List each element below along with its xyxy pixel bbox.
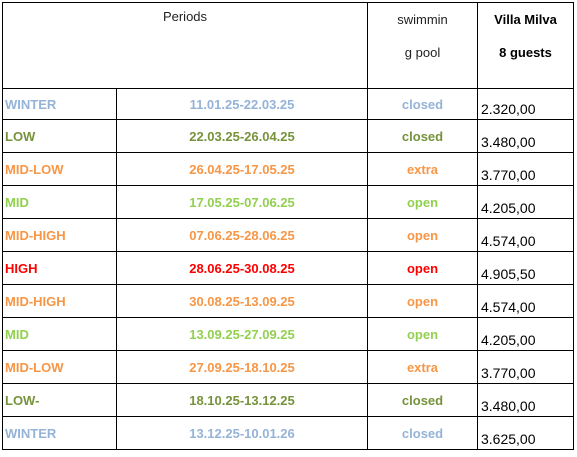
period-dates-cell: 17.05.25-07.06.25 [116, 185, 368, 219]
pool-status-cell: open [367, 317, 478, 351]
price-cell: 4.205,00 [477, 185, 574, 219]
table-row: WINTER 11.01.25-22.03.25 closed 2.320,00 [2, 88, 574, 120]
villa-header: Villa Milva 8 guests [477, 2, 574, 89]
price-cell: 4.574,00 [477, 218, 574, 252]
swimming-pool-header: swimmin g pool [367, 2, 478, 89]
villa-name: Villa Milva [494, 12, 557, 27]
price-cell: 4.905,50 [477, 251, 574, 285]
swimming-pool-header-line1: swimmin [397, 12, 448, 27]
table-row: MID-LOW 27.09.25-18.10.25 extra 3.770,00 [2, 350, 574, 384]
season-cell: MID-HIGH [2, 284, 117, 318]
season-cell: WINTER [2, 88, 117, 120]
period-dates-cell: 13.12.25-10.01.26 [116, 416, 368, 450]
rates-table: Periods swimmin g pool Villa Milva 8 gue… [2, 2, 574, 450]
period-dates-cell: 07.06.25-28.06.25 [116, 218, 368, 252]
table-row: MID-HIGH 30.08.25-13.09.25 open 4.574,00 [2, 284, 574, 318]
pool-status-cell: open [367, 185, 478, 219]
price-cell: 3.480,00 [477, 383, 574, 417]
pool-status-cell: open [367, 251, 478, 285]
pool-status-cell: open [367, 218, 478, 252]
price-cell: 3.480,00 [477, 119, 574, 153]
price-cell: 4.205,00 [477, 317, 574, 351]
pool-status-cell: open [367, 284, 478, 318]
pool-status-cell: extra [367, 152, 478, 186]
pool-status-cell: closed [367, 383, 478, 417]
period-dates-cell: 28.06.25-30.08.25 [116, 251, 368, 285]
table-row: MID 13.09.25-27.09.25 open 4.205,00 [2, 317, 574, 351]
pool-status-cell: closed [367, 416, 478, 450]
period-dates-cell: 26.04.25-17.05.25 [116, 152, 368, 186]
season-cell: MID-LOW [2, 152, 117, 186]
table-row: MID-HIGH 07.06.25-28.06.25 open 4.574,00 [2, 218, 574, 252]
season-cell: LOW- [2, 383, 117, 417]
period-dates-cell: 11.01.25-22.03.25 [116, 88, 368, 120]
period-dates-cell: 18.10.25-13.12.25 [116, 383, 368, 417]
period-dates-cell: 27.09.25-18.10.25 [116, 350, 368, 384]
season-cell: LOW [2, 119, 117, 153]
pool-status-cell: closed [367, 88, 478, 120]
table-row: WINTER 13.12.25-10.01.26 closed 3.625,00 [2, 416, 574, 450]
price-cell: 3.770,00 [477, 152, 574, 186]
pool-status-cell: extra [367, 350, 478, 384]
table-row: MID-LOW 26.04.25-17.05.25 extra 3.770,00 [2, 152, 574, 186]
season-cell: MID-LOW [2, 350, 117, 384]
season-cell: WINTER [2, 416, 117, 450]
periods-header: Periods [2, 2, 368, 89]
season-cell: HIGH [2, 251, 117, 285]
table-row: HIGH 28.06.25-30.08.25 open 4.905,50 [2, 251, 574, 285]
table-row: LOW 22.03.25-26.04.25 closed 3.480,00 [2, 119, 574, 153]
header-row: Periods swimmin g pool Villa Milva 8 gue… [2, 2, 574, 89]
price-cell: 3.770,00 [477, 350, 574, 384]
price-cell: 3.625,00 [477, 416, 574, 450]
period-dates-cell: 22.03.25-26.04.25 [116, 119, 368, 153]
period-dates-cell: 30.08.25-13.09.25 [116, 284, 368, 318]
pool-status-cell: closed [367, 119, 478, 153]
table-row: LOW- 18.10.25-13.12.25 closed 3.480,00 [2, 383, 574, 417]
price-cell: 2.320,00 [477, 88, 574, 120]
price-cell: 4.574,00 [477, 284, 574, 318]
table-row: MID 17.05.25-07.06.25 open 4.205,00 [2, 185, 574, 219]
rates-table-body: Periods swimmin g pool Villa Milva 8 gue… [2, 2, 574, 450]
season-cell: MID [2, 317, 117, 351]
period-dates-cell: 13.09.25-27.09.25 [116, 317, 368, 351]
swimming-pool-header-line2: g pool [404, 45, 441, 60]
season-cell: MID-HIGH [2, 218, 117, 252]
season-cell: MID [2, 185, 117, 219]
villa-guests: 8 guests [499, 45, 552, 60]
